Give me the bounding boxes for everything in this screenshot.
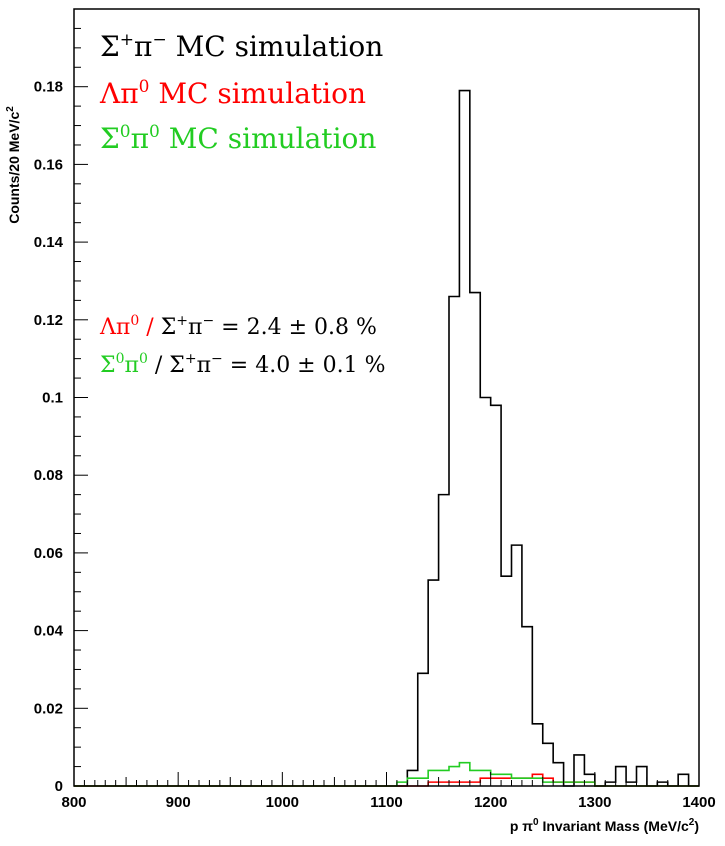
y-tick-label: 0.14 xyxy=(34,234,64,251)
legend-symbol: Λπ xyxy=(99,77,139,110)
y-tick-label: 0.16 xyxy=(34,156,63,173)
y-tick-label: 0.1 xyxy=(42,390,63,407)
x-tick-label: 1300 xyxy=(578,794,611,811)
legend-label: MC simulation xyxy=(160,122,377,155)
ratio-annotation: Σ0π0 / Σ+π− = 4.0 ± 0.1 % xyxy=(100,351,386,378)
legend-label: MC simulation xyxy=(167,30,384,63)
ratio-value: = 2.4 ± 0.8 % xyxy=(214,315,377,340)
legend-symbol: Σ xyxy=(100,122,120,155)
y-tick-label: 0.18 xyxy=(34,79,63,96)
y-tick-label: 0 xyxy=(55,778,63,795)
legend-sup2: − xyxy=(152,30,166,50)
x-tick-label: 900 xyxy=(166,794,191,811)
y-axis-title: Counts/20 MeV/c2 xyxy=(5,106,22,224)
ratio-denominator-sup: + xyxy=(185,351,197,367)
y-axis-ticks: 0 0.02 0.04 0.06 0.08 0.1 0.12 0.14 0.16 0.18 xyxy=(34,8,88,795)
legend-symbol: Σ xyxy=(100,30,120,63)
ratio-slash: / xyxy=(148,353,169,378)
legend-entry: Σ+π− MC simulation xyxy=(100,30,383,63)
ratio-annotations: Λπ0 / Σ+π− = 2.4 ± 0.8 %Σ0π0 / Σ+π− = 4.… xyxy=(99,313,386,378)
legend-sup: 0 xyxy=(139,77,150,97)
x-tick-label: 1000 xyxy=(266,794,299,811)
y-tick-label: 0.08 xyxy=(34,467,63,484)
ratio-numerator-sup2: 0 xyxy=(139,351,148,367)
y-tick-label: 0.04 xyxy=(34,623,64,640)
ratio-value: = 4.0 ± 0.1 % xyxy=(223,353,386,378)
ratio-numerator-sup: 0 xyxy=(116,351,125,367)
y-tick-label: 0.12 xyxy=(34,312,63,329)
ratio-slash: / xyxy=(139,315,160,340)
ratio-denominator-sup2: − xyxy=(211,351,223,367)
ratio-numerator-sup: 0 xyxy=(130,313,139,329)
legend-mid: π xyxy=(131,122,149,155)
legend-entry: Σ0π0 MC simulation xyxy=(100,122,376,155)
y-tick-label: 0.06 xyxy=(34,545,63,562)
ratio-denominator-sup: + xyxy=(176,313,188,329)
legend-entry: Λπ0 MC simulation xyxy=(99,77,366,110)
ratio-numerator: Λπ xyxy=(99,315,130,340)
legend-mid: π xyxy=(134,30,152,63)
ratio-denominator-2: π xyxy=(197,353,211,378)
x-axis-ticks: 800 900 1000 1100 1200 1300 1400 xyxy=(61,772,716,811)
legend-label: MC simulation xyxy=(149,77,366,110)
ratio-denominator: Σ xyxy=(169,353,185,378)
legend-sup: 0 xyxy=(120,122,131,142)
ratio-denominator: Σ xyxy=(161,315,177,340)
ratio-annotation: Λπ0 / Σ+π− = 2.4 ± 0.8 % xyxy=(99,313,377,340)
ratio-numerator: Σ xyxy=(100,353,116,378)
ratio-denominator-2: π xyxy=(188,315,202,340)
sigma-plus-pi-minus-histogram xyxy=(74,89,699,787)
x-tick-label: 1200 xyxy=(474,794,507,811)
ratio-denominator-sup2: − xyxy=(202,313,214,329)
x-axis-title: p π0 Invariant Mass (MeV/c2) xyxy=(510,817,699,834)
legend-sup2: 0 xyxy=(149,122,160,142)
y-tick-label: 0.02 xyxy=(34,700,63,717)
x-tick-label: 1100 xyxy=(370,794,403,811)
ratio-numerator-2: π xyxy=(124,353,138,378)
x-tick-label: 800 xyxy=(61,794,86,811)
legend-sup: + xyxy=(120,30,134,50)
x-tick-label: 1400 xyxy=(682,794,715,811)
